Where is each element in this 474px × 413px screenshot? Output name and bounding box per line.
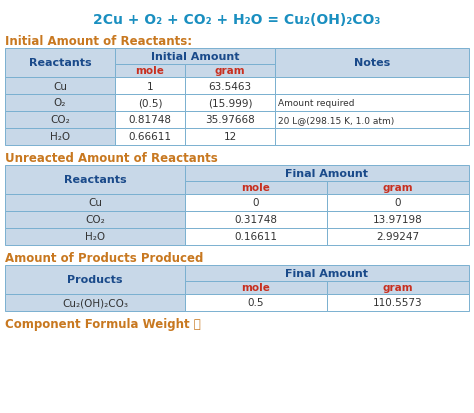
FancyBboxPatch shape xyxy=(5,78,115,95)
Text: mole: mole xyxy=(242,183,271,193)
FancyBboxPatch shape xyxy=(185,294,327,311)
Text: H₂O: H₂O xyxy=(50,132,70,142)
FancyBboxPatch shape xyxy=(115,112,185,129)
Text: 0.16611: 0.16611 xyxy=(235,232,277,242)
Text: Notes: Notes xyxy=(354,58,390,68)
FancyBboxPatch shape xyxy=(275,129,469,146)
Text: Products: Products xyxy=(67,275,123,285)
Text: mole: mole xyxy=(136,66,164,76)
FancyBboxPatch shape xyxy=(5,228,185,245)
FancyBboxPatch shape xyxy=(5,195,185,211)
Text: CO₂: CO₂ xyxy=(50,115,70,125)
Text: 2.99247: 2.99247 xyxy=(376,232,419,242)
Text: 0: 0 xyxy=(395,198,401,208)
FancyBboxPatch shape xyxy=(185,129,275,146)
FancyBboxPatch shape xyxy=(185,228,327,245)
Text: Initial Amount: Initial Amount xyxy=(151,52,239,62)
Text: gram: gram xyxy=(383,183,413,193)
FancyBboxPatch shape xyxy=(275,95,469,112)
Text: Cu: Cu xyxy=(53,81,67,91)
Text: 0: 0 xyxy=(253,198,259,208)
FancyBboxPatch shape xyxy=(275,78,469,95)
Text: 20 L@(298.15 K, 1.0 atm): 20 L@(298.15 K, 1.0 atm) xyxy=(278,116,394,125)
Text: Initial Amount of Reactants:: Initial Amount of Reactants: xyxy=(5,35,192,48)
Text: 1: 1 xyxy=(146,81,153,91)
FancyBboxPatch shape xyxy=(115,78,185,95)
Text: gram: gram xyxy=(383,283,413,293)
Text: Amount required: Amount required xyxy=(278,99,355,108)
Text: O₂: O₂ xyxy=(54,98,66,108)
FancyBboxPatch shape xyxy=(115,129,185,146)
Text: 12: 12 xyxy=(223,132,237,142)
Text: 0.66611: 0.66611 xyxy=(128,132,172,142)
FancyBboxPatch shape xyxy=(327,228,469,245)
Text: mole: mole xyxy=(242,283,271,293)
FancyBboxPatch shape xyxy=(327,195,469,211)
Text: Reactants: Reactants xyxy=(29,58,91,68)
FancyBboxPatch shape xyxy=(185,281,327,294)
FancyBboxPatch shape xyxy=(185,166,469,182)
FancyBboxPatch shape xyxy=(185,266,469,281)
FancyBboxPatch shape xyxy=(5,166,185,195)
FancyBboxPatch shape xyxy=(5,95,115,112)
FancyBboxPatch shape xyxy=(5,294,185,311)
Text: H₂O: H₂O xyxy=(85,232,105,242)
FancyBboxPatch shape xyxy=(185,112,275,129)
FancyBboxPatch shape xyxy=(185,182,327,195)
Text: 2Cu + O₂ + CO₂ + H₂O = Cu₂(OH)₂CO₃: 2Cu + O₂ + CO₂ + H₂O = Cu₂(OH)₂CO₃ xyxy=(93,13,381,27)
Text: CO₂: CO₂ xyxy=(85,215,105,225)
Text: (0.5): (0.5) xyxy=(138,98,162,108)
Text: Cu: Cu xyxy=(88,198,102,208)
Text: 63.5463: 63.5463 xyxy=(209,81,252,91)
Text: Component Formula Weight 🔨: Component Formula Weight 🔨 xyxy=(5,317,201,330)
Text: Unreacted Amount of Reactants: Unreacted Amount of Reactants xyxy=(5,152,218,165)
Text: Final Amount: Final Amount xyxy=(285,169,368,178)
FancyBboxPatch shape xyxy=(115,49,275,65)
FancyBboxPatch shape xyxy=(115,65,185,78)
FancyBboxPatch shape xyxy=(185,65,275,78)
Text: 13.97198: 13.97198 xyxy=(373,215,423,225)
Text: 0.81748: 0.81748 xyxy=(128,115,172,125)
Text: (15.999): (15.999) xyxy=(208,98,252,108)
Text: Final Amount: Final Amount xyxy=(285,268,368,278)
FancyBboxPatch shape xyxy=(5,266,185,294)
FancyBboxPatch shape xyxy=(115,95,185,112)
FancyBboxPatch shape xyxy=(5,49,115,78)
FancyBboxPatch shape xyxy=(185,211,327,228)
Text: Amount of Products Produced: Amount of Products Produced xyxy=(5,252,203,264)
Text: 0.5: 0.5 xyxy=(248,298,264,308)
FancyBboxPatch shape xyxy=(185,78,275,95)
FancyBboxPatch shape xyxy=(5,211,185,228)
Text: Cu₂(OH)₂CO₃: Cu₂(OH)₂CO₃ xyxy=(62,298,128,308)
FancyBboxPatch shape xyxy=(327,211,469,228)
FancyBboxPatch shape xyxy=(327,294,469,311)
FancyBboxPatch shape xyxy=(185,95,275,112)
Text: 110.5573: 110.5573 xyxy=(373,298,423,308)
Text: Reactants: Reactants xyxy=(64,175,126,185)
Text: 35.97668: 35.97668 xyxy=(205,115,255,125)
FancyBboxPatch shape xyxy=(327,182,469,195)
FancyBboxPatch shape xyxy=(5,112,115,129)
Text: 0.31748: 0.31748 xyxy=(235,215,277,225)
FancyBboxPatch shape xyxy=(185,195,327,211)
FancyBboxPatch shape xyxy=(5,129,115,146)
FancyBboxPatch shape xyxy=(327,281,469,294)
FancyBboxPatch shape xyxy=(275,49,469,78)
Text: gram: gram xyxy=(215,66,246,76)
FancyBboxPatch shape xyxy=(275,112,469,129)
